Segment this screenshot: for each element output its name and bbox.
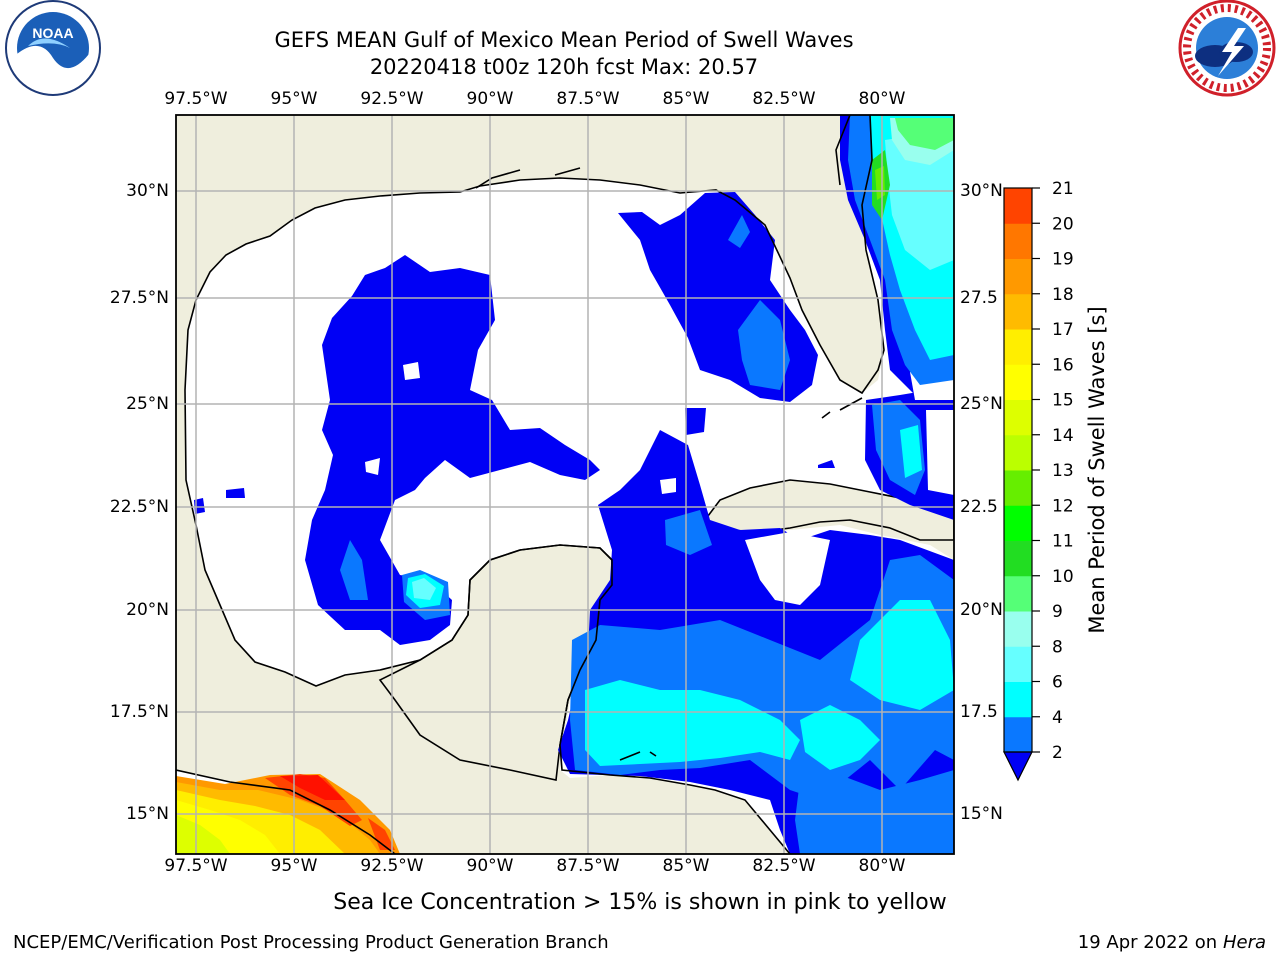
colorbar-cell [1004, 716, 1032, 753]
nws-logo [1178, 0, 1276, 97]
colorbar-tick-label: 8 [1052, 637, 1063, 657]
noaa-logo-text: NOAA [32, 25, 73, 41]
colorbar-label: Mean Period of Swell Waves [s] [1085, 306, 1109, 634]
lon-label-bottom: 90°W [466, 856, 514, 876]
colorbar-tick-label: 21 [1052, 179, 1074, 199]
gridlines [176, 115, 954, 854]
lat-label-left: 27.5°N [109, 288, 169, 308]
lon-label-bottom: 97.5°W [164, 856, 228, 876]
colorbar-tick-label: 13 [1052, 461, 1074, 481]
lat-label-left: 25°N [126, 394, 169, 414]
lon-label-top: 95°W [270, 89, 318, 109]
lat-label-right: 30°N [960, 181, 1003, 201]
lat-label-left: 17.5°N [109, 702, 169, 722]
lon-label-top: 85°W [662, 89, 710, 109]
colorbar-tick-label: 17 [1052, 320, 1074, 340]
map-area [176, 115, 954, 854]
lon-label-top: 82.5°W [752, 89, 816, 109]
colorbar-cell [1004, 470, 1032, 506]
swell-band-6-8 [412, 130, 954, 600]
sea-ice-note: Sea Ice Concentration > 15% is shown in … [333, 890, 947, 915]
lat-label-left: 30°N [126, 181, 169, 201]
colorbar-cell [1004, 540, 1032, 577]
colorbar: 2 4 6 8 9 10 11 12 13 14 15 16 17 18 19 20 21 [1003, 179, 1074, 782]
colorbar-tick-label: 14 [1052, 426, 1074, 446]
colorbar-tick-label: 6 [1052, 673, 1063, 693]
coastlines [176, 115, 885, 854]
colorbar-tick-label: 10 [1052, 567, 1074, 587]
colorbar-tick-label: 11 [1052, 532, 1074, 552]
lat-label-right: 15°N [960, 804, 1003, 824]
lon-label-bottom: 80°W [858, 856, 906, 876]
colorbar-cell [1004, 646, 1032, 682]
colorbar-cell [1004, 188, 1032, 224]
colorbar-cell [1004, 681, 1032, 718]
lat-label-left: 20°N [126, 600, 169, 620]
lon-label-bottom: 95°W [270, 856, 318, 876]
colorbar-tick-label: 16 [1052, 355, 1074, 375]
colorbar-cell [1004, 364, 1032, 400]
colorbar-cell [1004, 223, 1032, 259]
colorbar-extend-arrow [1003, 751, 1033, 782]
lat-label-left: 22.5°N [109, 497, 169, 517]
colorbar-cell [1004, 575, 1032, 612]
lon-label-bottom: 87.5°W [556, 856, 620, 876]
footer-date: 19 Apr 2022 on Hera [1078, 932, 1266, 953]
noaa-logo: NOAA [5, 0, 101, 96]
colorbar-tick-label: 18 [1052, 285, 1074, 305]
map-title: GEFS MEAN Gulf of Mexico Mean Period of … [274, 28, 854, 52]
colorbar-cell [1004, 258, 1032, 295]
swell-band-high [872, 118, 954, 220]
lat-label-right: 20°N [960, 600, 1003, 620]
lat-label-right: 25°N [960, 394, 1003, 414]
colorbar-tick-label: 20 [1052, 214, 1074, 234]
footer-credit: NCEP/EMC/Verification Post Processing Pr… [13, 932, 609, 953]
lon-label-top: 87.5°W [556, 89, 620, 109]
colorbar-cell [1004, 434, 1032, 471]
colorbar-tick-label: 4 [1052, 708, 1063, 728]
lon-label-bottom: 92.5°W [360, 856, 424, 876]
map-frame [175, 114, 955, 855]
lon-label-top: 92.5°W [360, 89, 424, 109]
lon-label-top: 97.5°W [164, 89, 228, 109]
colorbar-tick-label: 15 [1052, 391, 1074, 411]
colorbar-cell [1004, 293, 1032, 330]
lat-label-right: 27.5 [960, 288, 998, 308]
lon-label-bottom: 82.5°W [752, 856, 816, 876]
colorbar-tick-label: 2 [1052, 743, 1063, 763]
lon-label-top: 80°W [858, 89, 906, 109]
colorbar-tick-label: 19 [1052, 250, 1074, 270]
footer-host: Hera [1222, 932, 1266, 953]
colorbar-cell [1004, 399, 1032, 436]
colorbar-cell [1004, 611, 1032, 647]
lon-label-bottom: 85°W [662, 856, 710, 876]
map-subtitle: 20220418 t00z 120h fcst Max: 20.57 [369, 55, 759, 79]
colorbar-tick-label: 9 [1052, 602, 1063, 622]
lat-label-right: 17.5 [960, 702, 998, 722]
colorbar-cell [1004, 329, 1032, 365]
colorbar-tick-label: 12 [1052, 496, 1074, 516]
footer-date-text: 19 Apr 2022 on [1077, 932, 1223, 953]
lat-label-right: 22.5 [960, 497, 998, 517]
lon-label-top: 90°W [466, 89, 514, 109]
lat-label-left: 15°N [126, 804, 169, 824]
colorbar-cell [1004, 505, 1032, 541]
